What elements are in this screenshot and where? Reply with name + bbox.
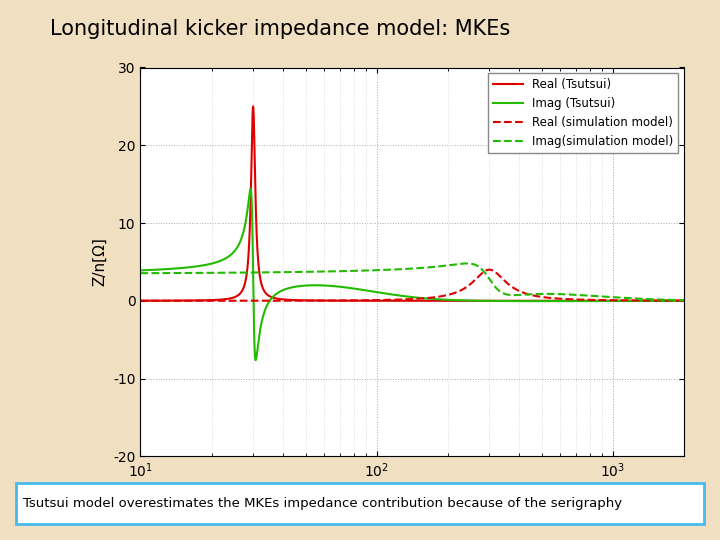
Imag (Tsutsui) xyxy=(235,241,243,247)
Imag (Tsutsui) xyxy=(490,298,498,304)
Real (simulation model) xyxy=(490,268,498,274)
Legend: Real (Tsutsui), Imag (Tsutsui), Real (simulation model), Imag(simulation model): Real (Tsutsui), Imag (Tsutsui), Real (si… xyxy=(488,73,678,153)
Real (simulation model) xyxy=(680,298,688,304)
X-axis label: Frequency [MHz]: Frequency [MHz] xyxy=(340,485,485,501)
Imag (Tsutsui) xyxy=(136,267,145,274)
Real (simulation model) xyxy=(583,296,592,303)
Imag (Tsutsui) xyxy=(462,297,471,303)
Imag(simulation model) xyxy=(235,269,243,276)
Real (simulation model) xyxy=(485,266,494,273)
Imag(simulation model) xyxy=(462,260,471,267)
Imag (Tsutsui) xyxy=(344,285,353,291)
Imag (Tsutsui) xyxy=(251,357,260,363)
Imag(simulation model) xyxy=(343,268,352,274)
Real (simulation model) xyxy=(235,298,243,304)
Imag(simulation model) xyxy=(541,291,550,297)
Real (simulation model) xyxy=(343,297,352,303)
Imag(simulation model) xyxy=(462,260,471,267)
Text: Longitudinal kicker impedance model: MKEs: Longitudinal kicker impedance model: MKE… xyxy=(50,19,510,39)
Imag(simulation model) xyxy=(136,270,145,276)
Imag (Tsutsui) xyxy=(542,298,551,305)
Real (simulation model) xyxy=(136,298,145,304)
Imag(simulation model) xyxy=(680,297,688,303)
Real (Tsutsui) xyxy=(249,103,258,110)
Real (simulation model) xyxy=(541,294,550,301)
Real (Tsutsui) xyxy=(235,291,243,298)
Text: Tsutsui model overestimates the MKEs impedance contribution because of the serig: Tsutsui model overestimates the MKEs imp… xyxy=(23,497,622,510)
Y-axis label: Z/n[Ω]: Z/n[Ω] xyxy=(92,238,107,286)
FancyBboxPatch shape xyxy=(16,483,704,524)
Line: Imag(simulation model): Imag(simulation model) xyxy=(140,264,684,300)
Line: Real (Tsutsui): Real (Tsutsui) xyxy=(140,106,684,301)
Imag (Tsutsui) xyxy=(680,298,688,304)
Real (Tsutsui) xyxy=(344,298,353,304)
Real (Tsutsui) xyxy=(583,298,592,304)
Imag (Tsutsui) xyxy=(246,186,255,192)
Imag (Tsutsui) xyxy=(583,298,592,305)
Line: Imag (Tsutsui): Imag (Tsutsui) xyxy=(140,189,684,360)
Imag(simulation model) xyxy=(583,292,592,299)
Real (Tsutsui) xyxy=(490,298,498,304)
Real (Tsutsui) xyxy=(136,298,145,304)
Real (Tsutsui) xyxy=(680,298,688,304)
Real (Tsutsui) xyxy=(462,298,471,304)
Imag(simulation model) xyxy=(490,282,498,289)
Line: Real (simulation model): Real (simulation model) xyxy=(140,269,684,301)
Real (simulation model) xyxy=(462,284,471,291)
Real (Tsutsui) xyxy=(541,298,550,304)
